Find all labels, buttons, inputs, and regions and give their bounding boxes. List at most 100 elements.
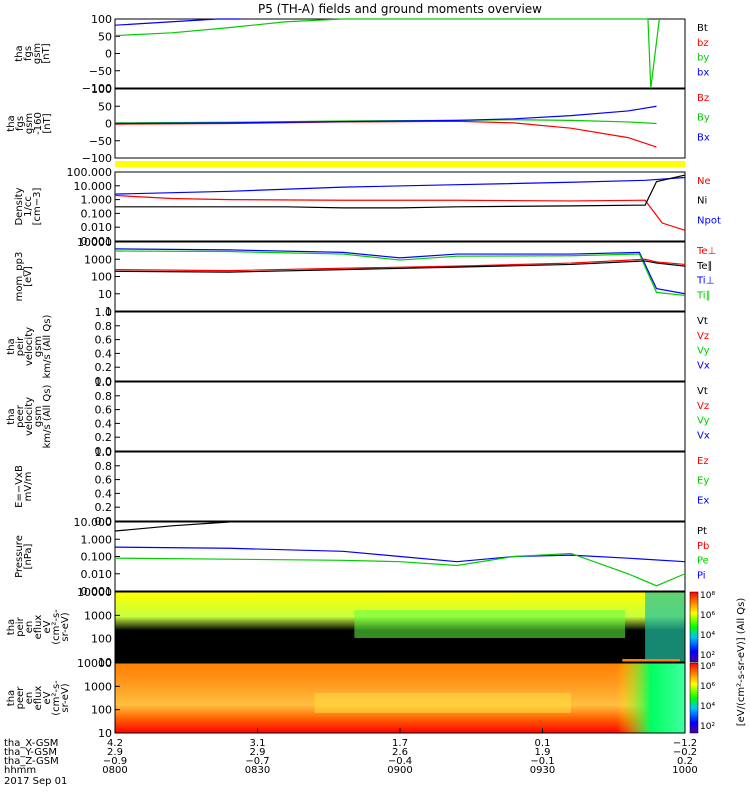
y-tick-label: 10 [98,656,112,669]
spectrogram-yellow-band [314,693,571,713]
y-tick-label: 0.4 [95,417,113,430]
y-axis-label-line: gsm [32,43,43,64]
legend-entry: Te∥ [696,261,713,272]
spectrogram-edge-band [616,663,685,733]
y-axis-label-line: tha [14,45,25,61]
plot-title: P5 (TH-A) fields and ground moments over… [258,2,542,16]
y-tick-label: 0.4 [95,347,113,360]
series-line-Npot [114,176,686,195]
colorbar-tick-label: 10⁸ [700,591,715,601]
y-tick-label: 10000 [77,236,112,249]
legend-entry: Vy [697,346,710,357]
y-axis-label-line: eV [42,691,53,704]
y-tick-label: −50 [89,135,112,148]
y-axis-label-line: Density [14,187,25,225]
y-tick-label: 100.000 [67,166,113,179]
colorbar-tick-label: 10⁴ [700,631,715,641]
y-tick-label: 1.000 [81,194,113,207]
series-line-Te∥ [114,260,686,273]
y-tick-label: 0.100 [81,207,113,220]
spectrogram-orange-bar [622,659,680,663]
legend-entry: Pt [697,526,707,537]
y-axis-label-line: peer [15,686,26,710]
y-axis-label-line: [eV] [23,266,34,287]
y-axis-label-line: Pressure [14,535,25,578]
y-tick-label: 0.001 [81,235,113,248]
y-axis-label-line: tha [6,338,17,354]
y-axis-label-line: peir [15,336,26,356]
x-axis-value: 2.9 [107,747,123,758]
y-tick-label: 100 [91,704,112,717]
y-axis-label-line: [cm−3] [32,188,43,226]
colorbar-tick-label: 10⁶ [700,682,715,692]
y-axis-label-line: sr-eV) [60,612,71,641]
y-axis-label-line: km/s (All Qs) [42,315,53,379]
legend-entry: bz [697,38,709,49]
y-tick-label: 0.8 [95,390,113,403]
legend-entry: Npot [697,215,721,226]
y-tick-label: 1.0 [95,376,113,389]
y-tick-label: 0.0 [95,375,113,388]
panel-frame [114,451,686,522]
plot-date: 2017 Sep 01 [4,776,67,787]
y-axis-label-line: peer [15,404,26,428]
y-tick-label: 0.4 [95,487,113,500]
y-axis-label-line: (cm²-s- [51,680,62,716]
legend-entry: Vz [697,401,709,412]
legend-entry: Bx [697,132,710,143]
y-tick-label: 0.2 [95,431,113,444]
panel-frame [114,18,686,89]
series-line-Ti∥ [114,250,686,297]
y-tick-label: 0.001 [81,585,113,598]
y-tick-label: 100 [91,13,112,26]
legend-entry: Vx [697,430,710,441]
legend-entry: Pb [697,541,709,552]
y-axis-label-line: peir [15,616,26,636]
y-tick-label: 1.0 [95,306,113,319]
y-tick-label: 1000 [84,609,112,622]
y-tick-label: 0.2 [95,501,113,514]
legend-entry: Bz [697,93,709,104]
legend-entry: Pe [697,556,709,567]
x-axis-value: 0.1 [535,738,551,749]
colorbar-scale [689,662,699,734]
legend-entry: Vt [697,316,708,327]
y-tick-label: 50 [98,100,112,113]
x-axis-row-label: tha_Z-GSM [4,756,59,767]
y-tick-label: 10 [98,288,112,301]
y-tick-label: 1.000 [81,533,113,546]
y-axis-label-line: tha [6,690,17,706]
x-axis-value: 3.1 [250,738,266,749]
x-axis-value: −0.1 [530,756,554,767]
legend-entry: Ex [697,495,709,506]
x-axis-row-label: hhmm [4,765,36,776]
y-axis-label-line: E=−VxB [14,465,25,508]
y-axis-label-line: [nT] [41,43,52,63]
series-line-Ne [114,194,686,231]
y-axis-label-line: [nPa] [23,543,34,569]
series-line-Pt [114,521,230,532]
x-axis-value: 2.9 [250,747,266,758]
y-tick-label: 1.0 [95,446,113,459]
series-line-by [114,18,660,89]
legend-entry: Ti⊥ [696,276,714,287]
x-axis-value: 0930 [530,765,555,776]
y-tick-label: −100 [82,152,112,165]
y-tick-label: 100 [91,271,112,284]
colorbar-tick-label: 10⁴ [700,702,715,712]
y-axis-label-line: mV/m [23,472,34,502]
panel-frame [114,591,686,663]
series-line-Ti⊥ [114,248,686,295]
legend-entry: Ez [697,456,709,467]
y-axis-label-line: [nT] [42,113,53,133]
series-line-bx [114,18,241,26]
legend-entry: Ne [697,176,711,187]
y-axis-label-line: fgs [23,46,34,61]
legend-entry: By [697,113,710,124]
panel-pressure: 10.000 1.000 0.100 0.010 0.001 Pressure[nPa] P… [14,516,709,598]
y-tick-label: 100 [91,633,112,646]
x-axis-value: −0.2 [673,747,697,758]
